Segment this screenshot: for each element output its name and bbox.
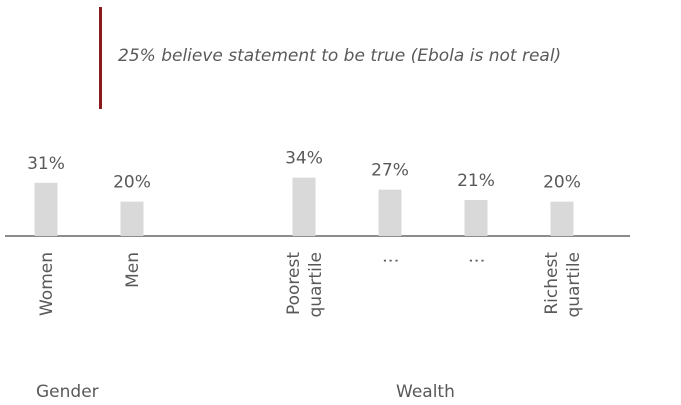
data-label-5: 20%: [543, 173, 581, 193]
tick-label-0-0: Women: [37, 252, 57, 316]
data-label-2: 34%: [285, 149, 323, 169]
data-label-1: 20%: [113, 173, 151, 193]
annotation-marker-line: [99, 7, 102, 109]
tick-label-3-0: ⋮: [381, 252, 401, 269]
annotation-text: 25% believe statement to be true (Ebola …: [118, 46, 562, 66]
tick-label-5-0: Richest: [542, 252, 562, 315]
data-label-3: 27%: [371, 161, 409, 181]
bar-5: [550, 201, 574, 236]
bar-4: [464, 199, 488, 236]
tick-label-4-0: ⋮: [467, 252, 487, 269]
tick-label-2-1: quartile: [306, 252, 326, 318]
data-label-4: 21%: [457, 171, 495, 191]
group-label-gender: Gender: [36, 382, 99, 402]
bar-0: [34, 182, 58, 236]
data-label-0: 31%: [27, 154, 65, 174]
tick-label-2-0: Poorest: [284, 252, 304, 315]
bar-2: [292, 177, 316, 236]
bar-3: [378, 189, 402, 236]
group-label-wealth: Wealth: [396, 382, 455, 402]
tick-label-5-1: quartile: [564, 252, 584, 318]
bar-1: [120, 201, 144, 236]
tick-label-1-0: Men: [123, 252, 143, 288]
